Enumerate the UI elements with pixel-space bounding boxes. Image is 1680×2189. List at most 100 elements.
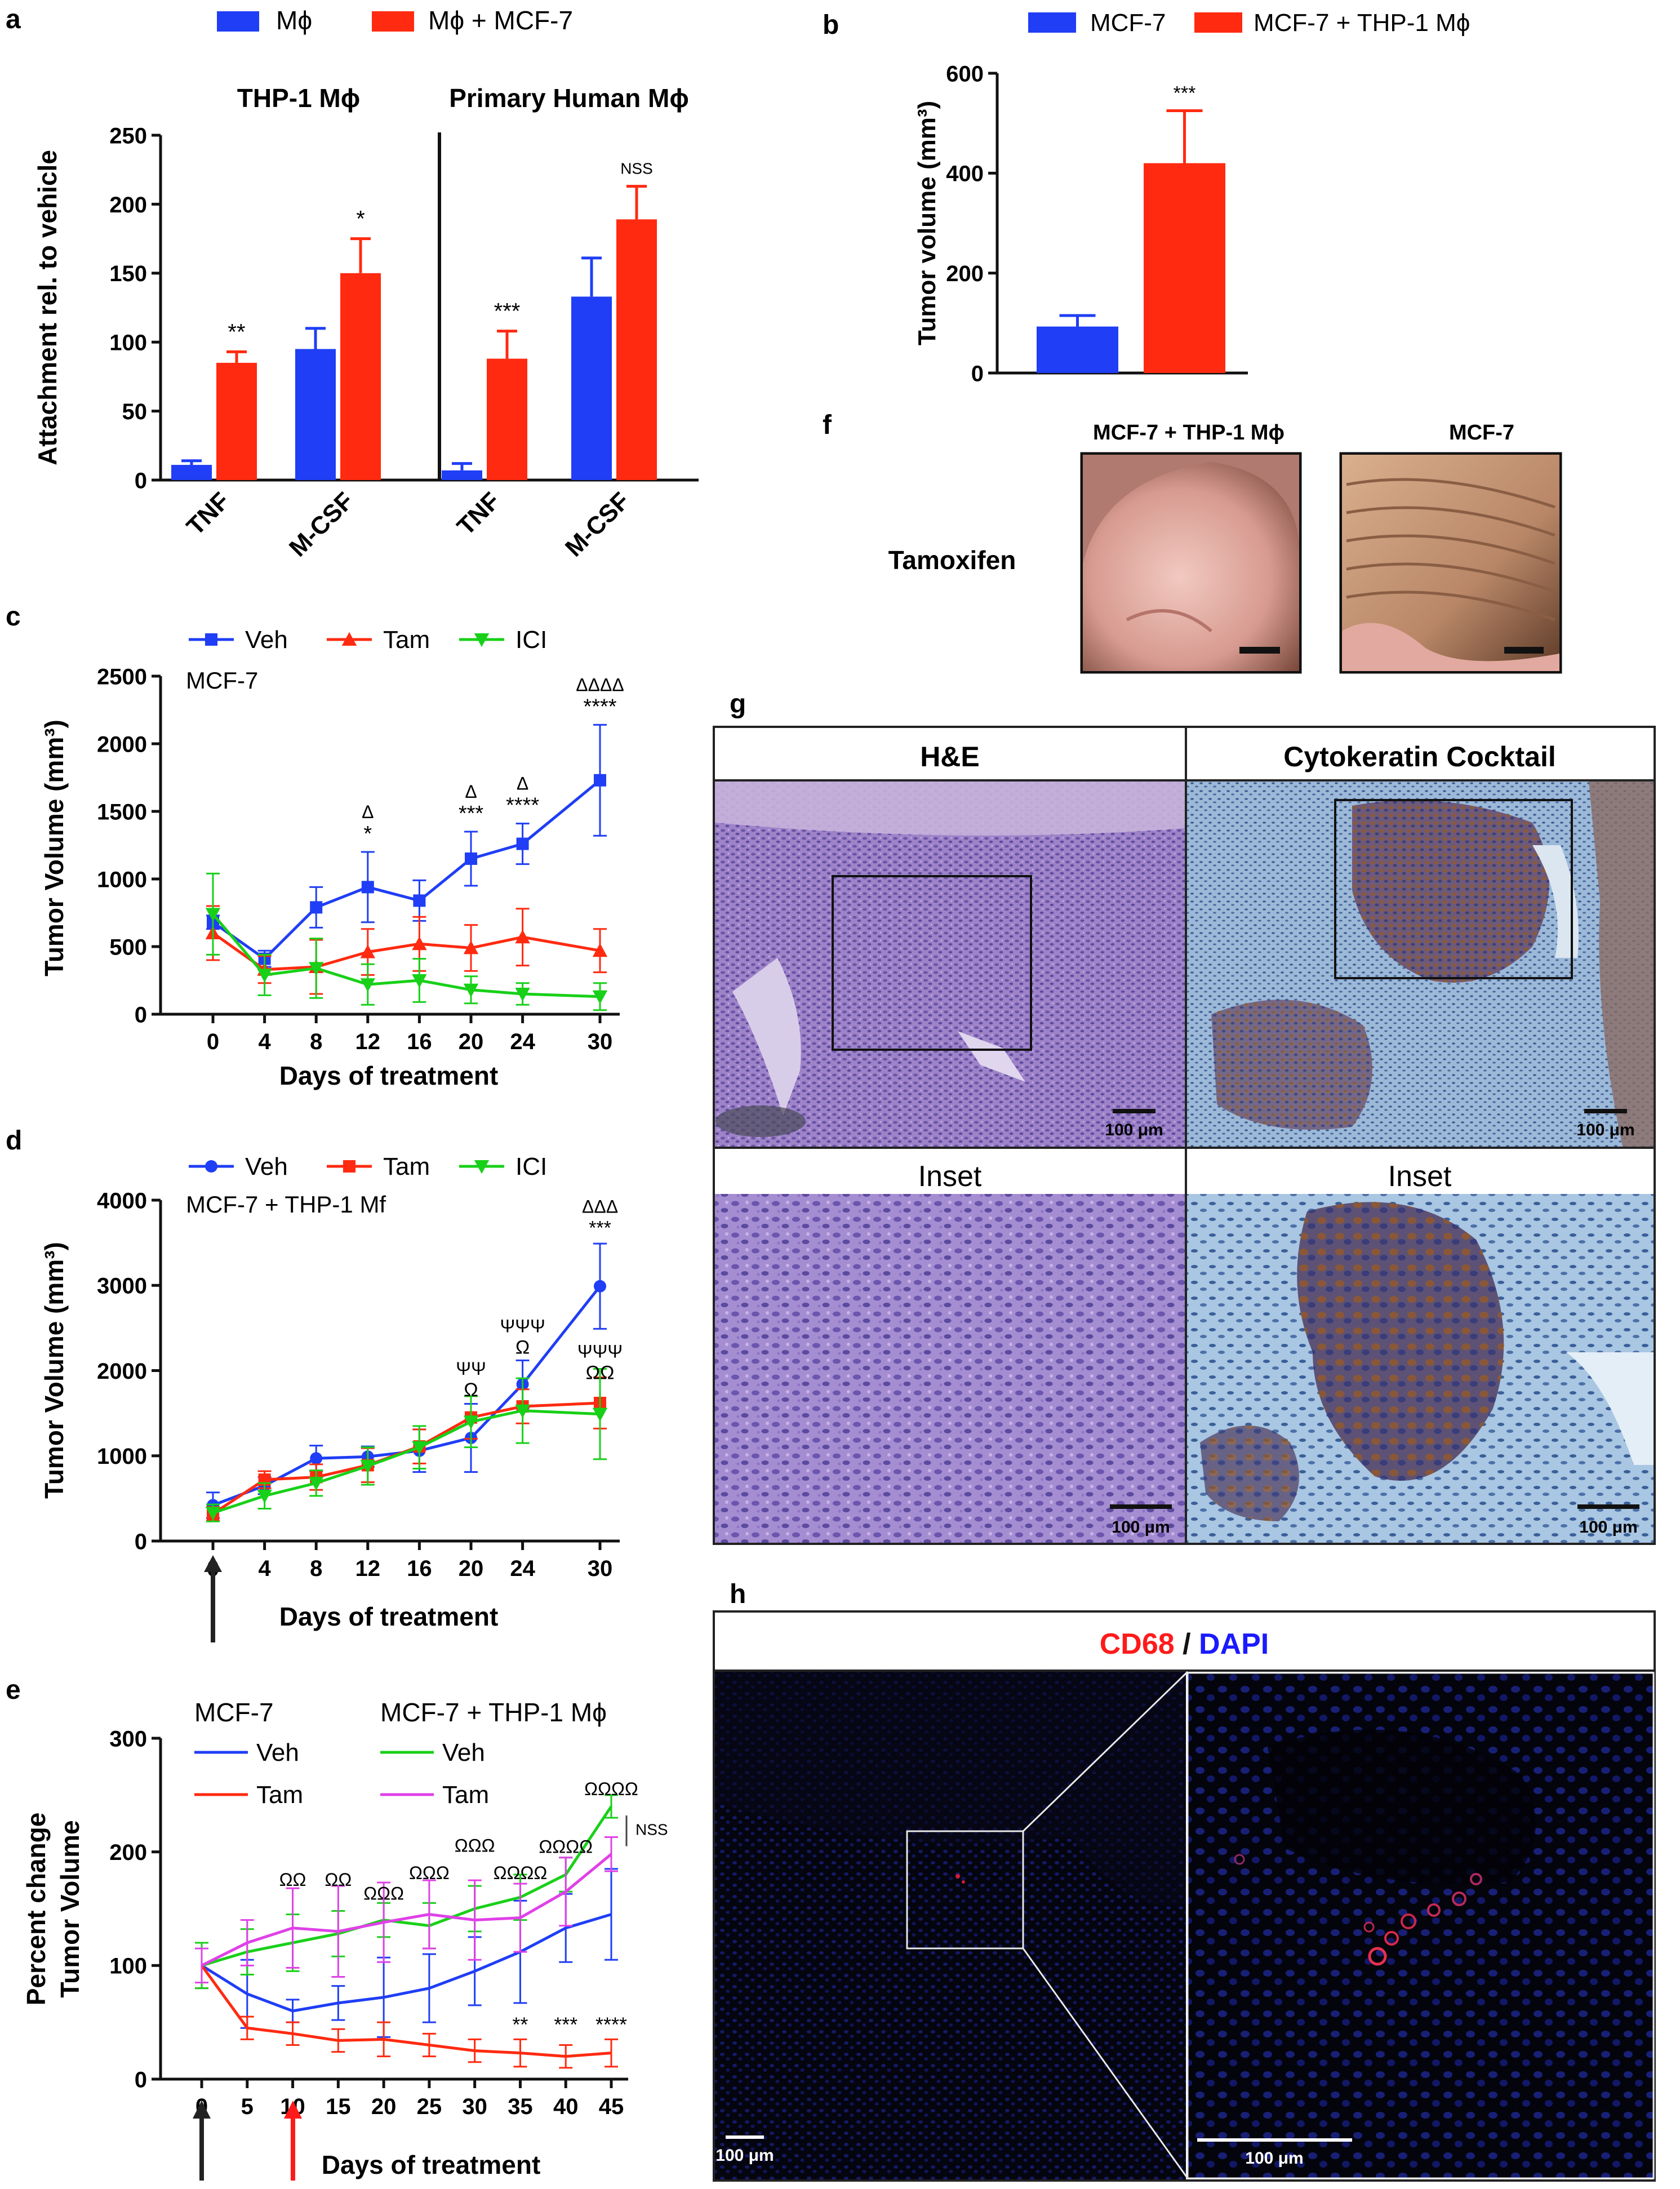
y-tick-label: 200 <box>109 1840 147 1865</box>
bar <box>571 296 612 480</box>
y-tick-label: 0 <box>135 1529 147 1554</box>
data-point <box>515 988 530 1002</box>
x-tick-label: 24 <box>510 1556 535 1581</box>
legend-label: ICI <box>515 1153 547 1180</box>
data-point <box>592 990 608 1004</box>
y-tick-label: 1000 <box>97 867 147 892</box>
scale-label: 100 μm <box>715 2146 774 2165</box>
y-tick-label: 300 <box>109 1726 147 1751</box>
bar <box>171 465 212 480</box>
data-point <box>516 837 529 850</box>
mouse-photo-mcf7 <box>1339 452 1562 674</box>
cd68-dapi-micrograph: 100 μm <box>715 1671 1189 2179</box>
legend-swatch <box>217 11 259 32</box>
scale-label: 100 μm <box>1576 1121 1634 1139</box>
y-tick-label: 250 <box>109 123 147 148</box>
significance-label: *** <box>554 2013 577 2036</box>
series-line <box>200 1964 612 2058</box>
treatment-arrowhead <box>204 1555 222 1572</box>
x-tick-label: 4 <box>258 1029 271 1054</box>
data-point <box>309 962 324 976</box>
y-tick-label: 3000 <box>97 1274 147 1299</box>
series-line <box>212 1285 601 1507</box>
significance-label: *** <box>589 1218 611 1239</box>
scale-bar <box>1239 647 1280 654</box>
y-tick-label: 400 <box>946 162 984 187</box>
x-tick-label: 30 <box>462 2094 487 2119</box>
significance-label: ΩΩΩΩ <box>539 1837 593 1857</box>
chart-c: 0 500 1000 1500 2000 2500 0 4 8 12 16 20 24 30 Tumor V… <box>39 626 624 1090</box>
significance-label: ΩΩΩΩ <box>494 1863 548 1883</box>
data-point <box>413 894 426 907</box>
series-line <box>201 1913 612 2013</box>
series-line <box>212 931 601 971</box>
significance-label: Δ <box>517 774 528 794</box>
y-tick-label: 50 <box>122 399 148 424</box>
scale-label: 100 μm <box>1112 1518 1170 1537</box>
scale-label: 100 μm <box>1579 1518 1637 1537</box>
data-point <box>592 943 608 957</box>
panel-label-h: h <box>730 1579 746 1609</box>
series-line <box>212 913 601 998</box>
scale-bar <box>726 2135 764 2139</box>
legend-label: Veh <box>256 1739 299 1766</box>
data-point <box>205 1160 217 1173</box>
significance-label: Ω <box>515 1337 530 1358</box>
scale-bar <box>1504 647 1544 654</box>
series-line <box>201 1853 612 1967</box>
bar <box>295 349 336 480</box>
x-tick-label: 15 <box>326 2094 351 2119</box>
legend-label: MCF-7 <box>1090 9 1166 37</box>
y-axis-label: Percent change <box>21 1813 51 2006</box>
panel-h-title: CD68 / DAPI <box>1100 1628 1269 1660</box>
legend-label: Veh <box>245 626 288 654</box>
panel-label-c: c <box>6 602 21 632</box>
data-point <box>592 1407 608 1422</box>
panel-f-col2: MCF-7 <box>1449 421 1514 445</box>
significance-label: *** <box>494 299 521 324</box>
x-tick-label: M-CSF <box>284 487 359 562</box>
inset-box <box>906 1830 1024 1950</box>
legend-swatch <box>1028 12 1076 33</box>
series-line <box>212 779 601 961</box>
y-tick-label: 0 <box>135 468 147 493</box>
nss-label: NSS <box>635 1821 668 1838</box>
significance-label: NSS <box>620 160 653 177</box>
data-point <box>205 908 221 922</box>
significance-label: ΩΩ <box>586 1362 615 1384</box>
legend-label: Mϕ + MCF-7 <box>428 6 573 35</box>
group-title: THP-1 Mϕ <box>237 83 360 113</box>
legend-label: Tam <box>383 626 430 654</box>
significance-label: ΨΨΨ <box>577 1342 623 1362</box>
he-micrograph: 100 μm <box>715 782 1185 1147</box>
scale-bar <box>1110 1504 1172 1509</box>
bar <box>216 362 257 480</box>
x-tick-label: 16 <box>407 1029 432 1054</box>
y-tick-label: 0 <box>135 2067 147 2092</box>
significance-label: **** <box>595 2013 627 2036</box>
x-axis-label: Days of treatment <box>279 1602 499 1631</box>
significance-label: ΨΨ <box>456 1358 486 1379</box>
panel-label-g: g <box>730 689 746 719</box>
data-point <box>594 774 606 787</box>
panel-label-b: b <box>823 10 839 40</box>
x-tick-label: 8 <box>310 1029 322 1054</box>
y-tick-label: 100 <box>109 1954 147 1979</box>
data-point <box>360 978 375 992</box>
bar <box>487 358 527 480</box>
x-tick-label: M-CSF <box>560 487 635 562</box>
tamoxifen-arrowhead <box>284 2101 302 2119</box>
significance-label: ΩΩΩΩ <box>584 1779 638 1799</box>
cd68-label: CD68 <box>1100 1628 1175 1660</box>
y-axis-label: Tumor Volume <box>55 1820 85 1997</box>
legend-label: Veh <box>245 1153 288 1180</box>
significance-label: ΩΩ <box>325 1870 352 1890</box>
panel-h: CD68 / DAPI 100 μm 100 μm <box>713 1610 1656 2182</box>
mouse-photo-mcf7-thp1 <box>1080 452 1302 674</box>
x-tick-label: 40 <box>553 2094 579 2119</box>
y-tick-label: 0 <box>971 361 984 386</box>
legend-group: MCF-7 <box>194 1698 274 1727</box>
significance-label: * <box>363 822 372 846</box>
scale-bar <box>1113 1109 1155 1113</box>
data-point <box>310 1452 323 1465</box>
